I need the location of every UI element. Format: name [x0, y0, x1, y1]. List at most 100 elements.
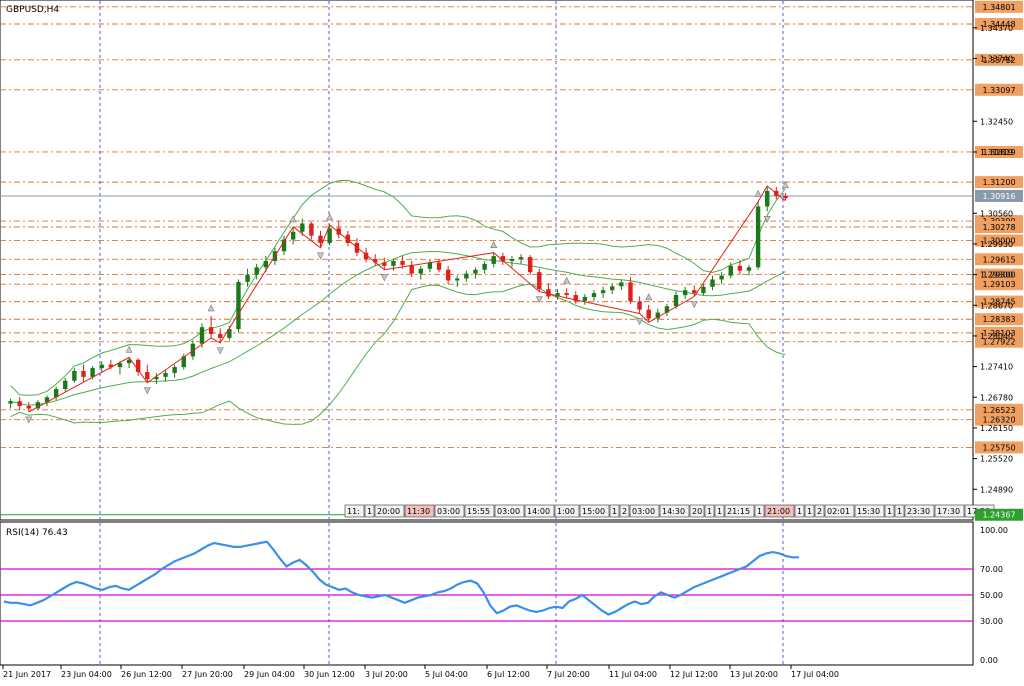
candle-body	[655, 312, 661, 319]
event-label: 1	[897, 507, 902, 516]
fractal-up-arrow	[326, 213, 334, 221]
candle-body	[673, 295, 679, 307]
level-price-label: 1.28383	[982, 315, 1015, 324]
event-label: 21:00	[767, 507, 790, 516]
event-label-box	[704, 504, 715, 518]
candle	[555, 289, 560, 300]
candle	[163, 369, 168, 382]
candle	[710, 275, 715, 291]
candle	[682, 286, 688, 299]
event-label-box	[404, 504, 435, 518]
level-price-box	[975, 403, 1023, 416]
price-tick-label: 1.26780	[980, 393, 1013, 402]
level-price-label: 1.25750	[982, 443, 1015, 452]
event-label-box	[894, 504, 905, 518]
event-label: 03:00	[497, 507, 520, 516]
candle-body	[728, 265, 733, 276]
level-price-label: 1.26320	[982, 416, 1015, 425]
event-label: 1	[367, 507, 372, 516]
time-label: 11 Jul 04:00	[609, 670, 657, 679]
candle-body	[190, 343, 196, 357]
candle-body	[26, 406, 31, 409]
candle	[664, 303, 670, 316]
event-label: 1	[757, 507, 762, 516]
event-label: 1	[797, 507, 802, 516]
candle-body	[500, 256, 506, 261]
fractal-down-arrow	[763, 216, 771, 223]
event-label: 11:30	[407, 507, 430, 516]
candle	[117, 361, 123, 375]
event-label: 2	[622, 507, 627, 516]
candle-body	[35, 402, 41, 409]
candle-body	[509, 259, 515, 261]
candle	[236, 279, 241, 333]
level-price-label: 1.28745	[982, 298, 1015, 307]
candle	[145, 364, 150, 383]
rsi-pane[interactable]	[0, 521, 974, 666]
time-label: 13 Jul 20:00	[730, 670, 778, 679]
candle-body	[199, 327, 205, 344]
price-tick-label: 1.25520	[980, 455, 1013, 464]
candle-body	[345, 234, 351, 243]
event-label: 23:30	[907, 507, 930, 516]
candle	[692, 285, 697, 297]
candle	[418, 265, 423, 280]
fractal-down-arrow	[317, 252, 324, 260]
price-tick-label: 1.29930	[980, 240, 1013, 249]
fractal-down-arrow	[690, 301, 698, 309]
candle-body	[664, 306, 670, 313]
level-price-box	[975, 335, 1023, 348]
event-label-box	[754, 504, 765, 518]
candle	[199, 323, 205, 348]
price-tick-label: 1.31819	[980, 148, 1013, 157]
time-label: 12 Jul 12:00	[670, 670, 718, 679]
price-axis: 1.34801 1.34448 1.33712 1.33097 1.31819 1.312…	[973, 0, 1023, 521]
candle	[245, 268, 250, 287]
candle	[281, 235, 287, 256]
level-price-box	[975, 18, 1023, 31]
candle-body	[254, 267, 259, 275]
candle-body	[99, 364, 104, 369]
candle	[409, 260, 414, 278]
candle	[564, 288, 569, 298]
event-label: 14:30	[662, 507, 685, 516]
candle-body	[117, 363, 123, 368]
candle-body	[363, 252, 369, 260]
time-axis: 21 Jun 2017 23 Jun 04:00 26 Jun 12:00 27 Ju…	[2, 665, 839, 679]
candle	[655, 308, 661, 323]
zigzag-indicator	[28, 185, 786, 413]
candle	[290, 226, 296, 245]
price-tick-label: 1.33740	[980, 54, 1013, 63]
candle	[600, 286, 606, 298]
candle-body	[418, 268, 423, 274]
level-price-box	[975, 220, 1023, 233]
upper-band	[10, 179, 786, 396]
symbol-label: GBPUSD,H4	[6, 5, 59, 15]
candle	[527, 255, 533, 275]
candle	[573, 291, 578, 304]
price-tick-label: 1.32450	[980, 117, 1013, 126]
candle-body	[17, 401, 22, 407]
price-tick-label: 1.30560	[980, 209, 1013, 218]
candle	[728, 262, 733, 279]
candle-body	[482, 263, 487, 270]
fractal-up-arrow	[563, 276, 571, 284]
event-label-box	[934, 504, 965, 518]
event-label-box	[764, 504, 795, 518]
candle-body	[682, 290, 688, 296]
candle-body	[327, 228, 332, 243]
rsi-indicator: 100.00 70.00 50.00 30.00 0.00	[0, 526, 1008, 665]
event-label-box	[579, 504, 610, 518]
candle-body	[546, 289, 551, 297]
level-price-box	[975, 508, 1023, 521]
rsi-tick-label: 70.00	[980, 565, 1003, 574]
candle-body	[400, 260, 405, 265]
level-price-label: 1.29103	[982, 280, 1015, 289]
level-price-box	[975, 145, 1023, 158]
candle	[783, 192, 788, 201]
fractal-down-arrow	[535, 296, 543, 304]
candle-body	[591, 293, 597, 297]
level-price-box	[975, 234, 1023, 247]
